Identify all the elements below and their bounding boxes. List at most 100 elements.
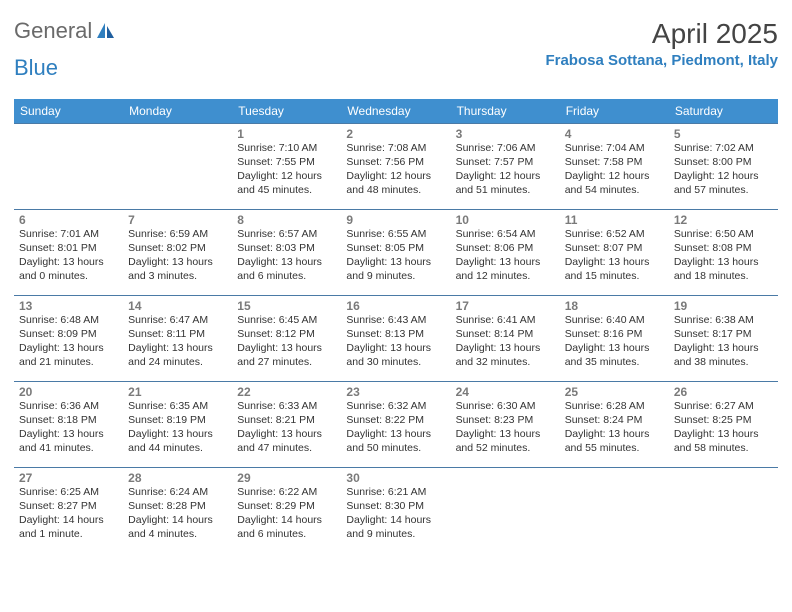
calendar-week-row: 13Sunrise: 6:48 AMSunset: 8:09 PMDayligh… (14, 296, 778, 382)
calendar-day-cell: 4Sunrise: 7:04 AMSunset: 7:58 PMDaylight… (560, 124, 669, 210)
calendar-day-cell: 21Sunrise: 6:35 AMSunset: 8:19 PMDayligh… (123, 382, 232, 468)
day-number: 11 (565, 213, 664, 227)
calendar-day-cell: 22Sunrise: 6:33 AMSunset: 8:21 PMDayligh… (232, 382, 341, 468)
calendar-day-cell: 16Sunrise: 6:43 AMSunset: 8:13 PMDayligh… (341, 296, 450, 382)
day-number: 22 (237, 385, 336, 399)
calendar-day-cell: 23Sunrise: 6:32 AMSunset: 8:22 PMDayligh… (341, 382, 450, 468)
day-info: Sunrise: 7:10 AMSunset: 7:55 PMDaylight:… (237, 142, 336, 197)
day-info: Sunrise: 6:54 AMSunset: 8:06 PMDaylight:… (456, 228, 555, 283)
day-info: Sunrise: 6:35 AMSunset: 8:19 PMDaylight:… (128, 400, 227, 455)
calendar-day-cell: 19Sunrise: 6:38 AMSunset: 8:17 PMDayligh… (669, 296, 778, 382)
calendar-week-row: 1Sunrise: 7:10 AMSunset: 7:55 PMDaylight… (14, 124, 778, 210)
weekday-header: Saturday (669, 99, 778, 124)
day-number: 5 (674, 127, 773, 141)
calendar-day-cell: 11Sunrise: 6:52 AMSunset: 8:07 PMDayligh… (560, 210, 669, 296)
day-number: 2 (346, 127, 445, 141)
weekday-header: Wednesday (341, 99, 450, 124)
day-number: 23 (346, 385, 445, 399)
day-number: 3 (456, 127, 555, 141)
calendar-day-cell: 15Sunrise: 6:45 AMSunset: 8:12 PMDayligh… (232, 296, 341, 382)
day-number: 19 (674, 299, 773, 313)
day-number: 15 (237, 299, 336, 313)
calendar-table: SundayMondayTuesdayWednesdayThursdayFrid… (14, 99, 778, 554)
day-number: 24 (456, 385, 555, 399)
day-number: 29 (237, 471, 336, 485)
day-info: Sunrise: 6:36 AMSunset: 8:18 PMDaylight:… (19, 400, 118, 455)
day-number: 25 (565, 385, 664, 399)
calendar-day-cell: 26Sunrise: 6:27 AMSunset: 8:25 PMDayligh… (669, 382, 778, 468)
day-info: Sunrise: 6:41 AMSunset: 8:14 PMDaylight:… (456, 314, 555, 369)
day-number: 26 (674, 385, 773, 399)
day-info: Sunrise: 6:40 AMSunset: 8:16 PMDaylight:… (565, 314, 664, 369)
day-number: 27 (19, 471, 118, 485)
calendar-week-row: 27Sunrise: 6:25 AMSunset: 8:27 PMDayligh… (14, 468, 778, 554)
calendar-day-cell: 13Sunrise: 6:48 AMSunset: 8:09 PMDayligh… (14, 296, 123, 382)
weekday-header: Friday (560, 99, 669, 124)
calendar-day-cell: 25Sunrise: 6:28 AMSunset: 8:24 PMDayligh… (560, 382, 669, 468)
calendar-header-row: SundayMondayTuesdayWednesdayThursdayFrid… (14, 99, 778, 124)
day-info: Sunrise: 6:45 AMSunset: 8:12 PMDaylight:… (237, 314, 336, 369)
day-info: Sunrise: 7:02 AMSunset: 8:00 PMDaylight:… (674, 142, 773, 197)
calendar-day-cell: 8Sunrise: 6:57 AMSunset: 8:03 PMDaylight… (232, 210, 341, 296)
day-info: Sunrise: 7:08 AMSunset: 7:56 PMDaylight:… (346, 142, 445, 197)
calendar-day-cell: 9Sunrise: 6:55 AMSunset: 8:05 PMDaylight… (341, 210, 450, 296)
calendar-day-cell: 10Sunrise: 6:54 AMSunset: 8:06 PMDayligh… (451, 210, 560, 296)
day-info: Sunrise: 7:04 AMSunset: 7:58 PMDaylight:… (565, 142, 664, 197)
day-number: 9 (346, 213, 445, 227)
calendar-day-cell: 5Sunrise: 7:02 AMSunset: 8:00 PMDaylight… (669, 124, 778, 210)
brand-logo: General (14, 18, 118, 44)
calendar-day-cell: 2Sunrise: 7:08 AMSunset: 7:56 PMDaylight… (341, 124, 450, 210)
day-number: 14 (128, 299, 227, 313)
day-number: 7 (128, 213, 227, 227)
calendar-empty-cell (669, 468, 778, 554)
day-info: Sunrise: 6:30 AMSunset: 8:23 PMDaylight:… (456, 400, 555, 455)
calendar-week-row: 6Sunrise: 7:01 AMSunset: 8:01 PMDaylight… (14, 210, 778, 296)
day-info: Sunrise: 6:55 AMSunset: 8:05 PMDaylight:… (346, 228, 445, 283)
calendar-day-cell: 12Sunrise: 6:50 AMSunset: 8:08 PMDayligh… (669, 210, 778, 296)
day-info: Sunrise: 6:50 AMSunset: 8:08 PMDaylight:… (674, 228, 773, 283)
day-info: Sunrise: 6:33 AMSunset: 8:21 PMDaylight:… (237, 400, 336, 455)
day-number: 21 (128, 385, 227, 399)
calendar-empty-cell (451, 468, 560, 554)
brand-word-1: General (14, 18, 92, 44)
day-info: Sunrise: 6:48 AMSunset: 8:09 PMDaylight:… (19, 314, 118, 369)
calendar-day-cell: 28Sunrise: 6:24 AMSunset: 8:28 PMDayligh… (123, 468, 232, 554)
month-title: April 2025 (545, 18, 778, 50)
calendar-empty-cell (560, 468, 669, 554)
day-number: 6 (19, 213, 118, 227)
day-info: Sunrise: 6:28 AMSunset: 8:24 PMDaylight:… (565, 400, 664, 455)
day-info: Sunrise: 6:57 AMSunset: 8:03 PMDaylight:… (237, 228, 336, 283)
calendar-day-cell: 6Sunrise: 7:01 AMSunset: 8:01 PMDaylight… (14, 210, 123, 296)
calendar-day-cell: 17Sunrise: 6:41 AMSunset: 8:14 PMDayligh… (451, 296, 560, 382)
day-info: Sunrise: 7:01 AMSunset: 8:01 PMDaylight:… (19, 228, 118, 283)
day-info: Sunrise: 6:59 AMSunset: 8:02 PMDaylight:… (128, 228, 227, 283)
day-info: Sunrise: 6:47 AMSunset: 8:11 PMDaylight:… (128, 314, 227, 369)
calendar-day-cell: 3Sunrise: 7:06 AMSunset: 7:57 PMDaylight… (451, 124, 560, 210)
calendar-day-cell: 30Sunrise: 6:21 AMSunset: 8:30 PMDayligh… (341, 468, 450, 554)
calendar-day-cell: 14Sunrise: 6:47 AMSunset: 8:11 PMDayligh… (123, 296, 232, 382)
weekday-header: Tuesday (232, 99, 341, 124)
day-number: 30 (346, 471, 445, 485)
calendar-empty-cell (123, 124, 232, 210)
calendar-day-cell: 7Sunrise: 6:59 AMSunset: 8:02 PMDaylight… (123, 210, 232, 296)
day-info: Sunrise: 6:21 AMSunset: 8:30 PMDaylight:… (346, 486, 445, 541)
day-number: 17 (456, 299, 555, 313)
calendar-day-cell: 18Sunrise: 6:40 AMSunset: 8:16 PMDayligh… (560, 296, 669, 382)
brand-word-2: Blue (14, 55, 58, 80)
day-info: Sunrise: 6:43 AMSunset: 8:13 PMDaylight:… (346, 314, 445, 369)
calendar-day-cell: 1Sunrise: 7:10 AMSunset: 7:55 PMDaylight… (232, 124, 341, 210)
weekday-header: Monday (123, 99, 232, 124)
day-number: 1 (237, 127, 336, 141)
day-info: Sunrise: 6:24 AMSunset: 8:28 PMDaylight:… (128, 486, 227, 541)
day-number: 4 (565, 127, 664, 141)
day-info: Sunrise: 6:52 AMSunset: 8:07 PMDaylight:… (565, 228, 664, 283)
day-number: 18 (565, 299, 664, 313)
calendar-day-cell: 27Sunrise: 6:25 AMSunset: 8:27 PMDayligh… (14, 468, 123, 554)
day-info: Sunrise: 6:27 AMSunset: 8:25 PMDaylight:… (674, 400, 773, 455)
calendar-day-cell: 29Sunrise: 6:22 AMSunset: 8:29 PMDayligh… (232, 468, 341, 554)
day-number: 10 (456, 213, 555, 227)
day-number: 8 (237, 213, 336, 227)
calendar-empty-cell (14, 124, 123, 210)
calendar-day-cell: 24Sunrise: 6:30 AMSunset: 8:23 PMDayligh… (451, 382, 560, 468)
sail-icon (96, 22, 116, 40)
